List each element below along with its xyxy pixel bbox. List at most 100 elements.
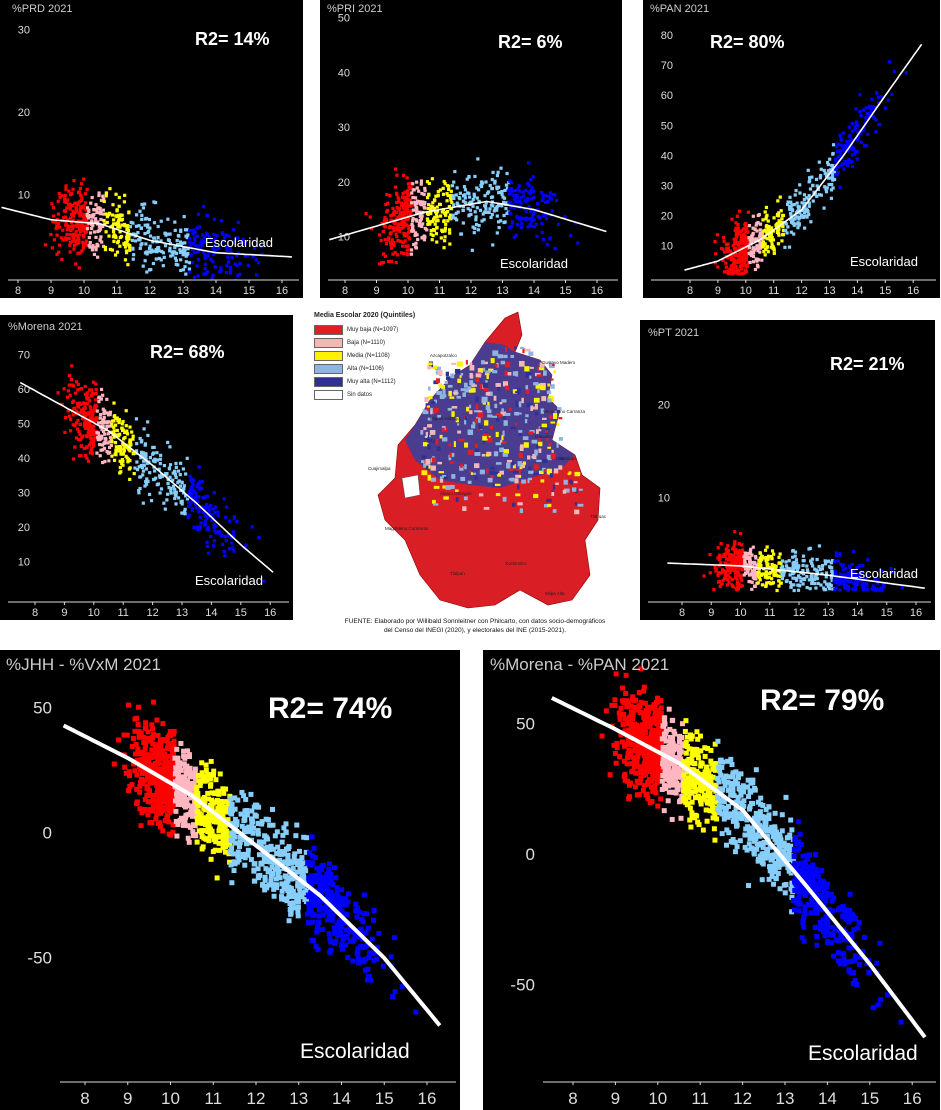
point-alta [265,817,271,823]
panel-background [643,0,940,298]
point-alta [279,888,285,894]
point-alta [141,469,146,473]
point-alta [242,808,248,814]
point-alta [802,197,806,202]
point-alta [275,844,281,850]
point-muy-alta [536,201,540,206]
point-muy-alta [533,210,537,214]
point-baja [85,206,90,210]
point-muy-baja [73,424,77,428]
point-alta [470,248,474,252]
point-alta [231,859,237,865]
point-alta [789,585,793,589]
point-muy-alta [544,217,549,221]
point-muy-alta [190,477,194,481]
point-muy-baja [400,195,405,199]
point-media [770,549,775,553]
point-media [434,212,439,216]
point-alta [782,571,786,575]
point-media [131,434,135,438]
point-alta [454,193,458,197]
point-baja [758,240,762,245]
point-muy-baja [383,237,387,242]
point-muy-baja [68,393,72,397]
point-muy-alta [870,97,874,101]
point-muy-baja [641,684,647,690]
point-muy-alta [839,136,843,140]
point-alta [454,211,458,215]
point-alta [268,843,274,849]
point-muy-alta [219,266,223,270]
point-media [431,201,435,205]
point-muy-alta [510,189,515,193]
point-baja [94,203,98,207]
point-alta [233,819,239,825]
point-alta [295,883,301,889]
point-media [112,419,116,423]
point-alta [476,188,481,192]
point-media [110,213,115,217]
point-baja [101,460,105,465]
point-muy-baja [720,246,724,251]
point-alta [488,184,492,188]
point-muy-alta [369,936,375,942]
scatter-points [329,157,607,266]
point-muy-baja [627,714,633,720]
point-muy-baja [740,548,745,552]
point-muy-alta [852,569,856,573]
y-tick-label: 10 [658,493,670,505]
point-muy-alta [190,492,194,496]
point-muy-baja [395,200,399,205]
point-muy-baja [714,567,718,571]
point-muy-baja [736,222,740,227]
point-muy-baja [85,421,89,425]
point-alta [153,469,157,473]
point-muy-baja [392,228,396,233]
point-alta [797,217,801,221]
point-alta [808,587,812,591]
point-muy-baja [726,551,730,556]
point-baja [755,229,759,233]
point-muy-alta [347,938,353,944]
point-muy-baja [66,236,70,241]
point-alta [274,850,280,856]
point-media [772,569,776,573]
point-alta [798,183,802,187]
point-alta [300,873,306,879]
point-alta [827,182,831,187]
trend-curve [62,723,442,1027]
point-media [104,191,109,195]
point-muy-alta [531,175,535,179]
point-muy-alta [224,505,229,509]
point-alta [473,174,477,179]
point-alta [495,187,499,191]
point-baja [99,210,103,214]
point-muy-alta [324,871,330,877]
point-media [766,227,770,231]
point-muy-alta [335,894,341,900]
point-media [432,198,437,202]
point-media [776,242,781,246]
point-alta [780,576,785,581]
x-tick-label: 12 [247,1089,266,1108]
point-muy-baja [157,766,163,772]
point-muy-baja [736,556,740,560]
point-muy-baja [713,239,717,244]
point-alta [474,222,479,227]
point-muy-baja [50,202,54,206]
point-muy-baja [73,244,77,248]
point-muy-alta [865,573,869,577]
point-muy-alta [860,583,864,587]
point-muy-baja [69,417,73,422]
point-muy-alta [188,503,192,507]
point-alta [789,230,793,234]
point-muy-baja [158,802,164,808]
point-alta [140,217,144,222]
point-muy-alta [327,861,333,867]
r2-label: R2= 80% [710,32,785,52]
panel-background [0,650,460,1110]
point-alta [831,173,835,177]
point-muy-baja [126,769,132,775]
point-baja [182,818,188,824]
point-muy-alta [855,580,859,584]
